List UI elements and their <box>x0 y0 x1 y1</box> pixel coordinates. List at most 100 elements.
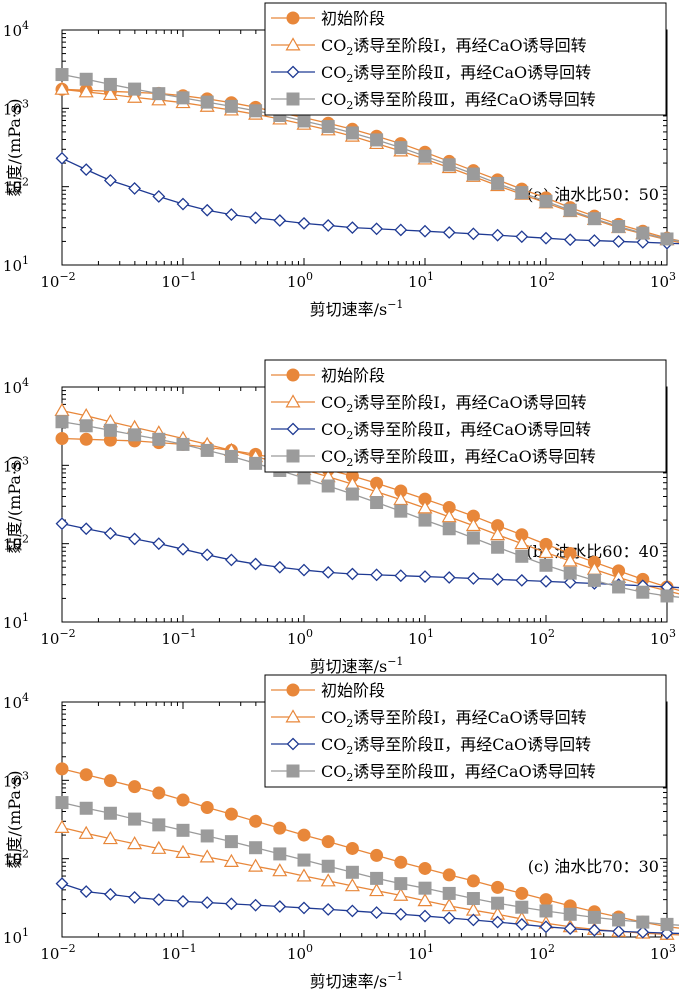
data-point <box>55 877 69 891</box>
data-point <box>152 893 166 907</box>
data-point <box>79 419 93 433</box>
y-tick-label: 103 <box>3 97 29 118</box>
data-point <box>321 859 335 873</box>
data-point <box>418 909 432 923</box>
legend-marker <box>286 65 300 79</box>
x-tick-label: 10−2 <box>40 942 75 963</box>
data-point <box>345 841 359 855</box>
legend-marker <box>286 449 300 463</box>
panel-annotation: (a) 油水比50：50 <box>527 185 659 204</box>
data-point <box>466 167 480 181</box>
data-point <box>538 544 554 559</box>
data-point <box>103 77 117 91</box>
legend-marker <box>286 764 300 778</box>
data-point <box>127 836 143 850</box>
data-point <box>249 814 263 828</box>
data-point <box>321 565 335 579</box>
x-tick-label: 100 <box>287 270 313 291</box>
data-point <box>418 570 432 584</box>
legend-marker <box>286 737 300 751</box>
data-point <box>612 924 626 938</box>
data-point <box>79 801 93 815</box>
data-point <box>587 910 601 924</box>
x-tick-label: 10−1 <box>161 270 196 291</box>
data-point <box>466 531 480 545</box>
data-point <box>176 197 190 211</box>
data-point <box>102 86 118 101</box>
data-point <box>515 917 529 931</box>
data-point <box>394 569 408 583</box>
panel-annotation: (b) 油水比60：40 <box>526 542 659 561</box>
data-point <box>200 443 214 457</box>
y-axis-label: 黏度/(mPa·s) <box>5 771 24 869</box>
data-point <box>224 208 238 222</box>
chart-panel-c: 10−2 10−1 100 101 102 103 101 102 103 104 剪切速率/s−1… <box>3 674 679 991</box>
data-point <box>78 825 94 839</box>
data-point <box>79 163 93 177</box>
data-point <box>612 235 626 248</box>
data-point <box>128 812 142 826</box>
legend-marker <box>286 683 300 697</box>
legend-label: 初始阶段 <box>321 681 385 700</box>
data-point <box>200 95 214 109</box>
data-point <box>128 428 142 442</box>
x-tick-label: 100 <box>287 627 313 648</box>
y-tick-label: 102 <box>3 848 29 869</box>
data-point <box>321 120 335 134</box>
data-point <box>128 891 142 904</box>
data-point <box>539 920 553 934</box>
data-point <box>491 896 505 910</box>
data-point <box>515 573 529 587</box>
data-point <box>345 904 359 918</box>
data-point <box>249 104 263 118</box>
data-point <box>152 786 166 800</box>
data-point <box>370 133 384 147</box>
data-point <box>297 216 311 230</box>
data-point <box>176 894 190 908</box>
data-point <box>370 568 384 582</box>
y-tick-label: 104 <box>3 376 29 397</box>
data-point <box>563 576 577 589</box>
data-point <box>418 861 432 875</box>
data-point <box>370 848 384 862</box>
data-point <box>563 907 577 921</box>
data-point <box>55 432 69 446</box>
y-tick-label: 104 <box>3 19 29 40</box>
data-point <box>297 828 311 842</box>
data-point <box>151 840 167 854</box>
data-point <box>563 203 577 217</box>
data-point <box>223 853 239 867</box>
chart-panel-b: 10−2 10−1 100 101 102 103 101 102 103 104 剪切速率/s−1… <box>3 359 679 676</box>
y-axis-label: 黏度/(mPa·s) <box>5 99 24 197</box>
data-point <box>612 580 626 594</box>
data-point <box>55 517 69 531</box>
series-stage3 <box>55 68 679 246</box>
x-tick-label: 10−1 <box>161 627 196 648</box>
y-tick-label: 103 <box>3 454 29 475</box>
data-point <box>491 880 505 894</box>
data-point <box>491 915 505 929</box>
data-point <box>103 806 117 820</box>
legend-box <box>264 674 667 788</box>
data-point <box>297 471 311 485</box>
data-point <box>563 233 577 247</box>
data-point <box>636 585 650 599</box>
data-point <box>491 540 505 554</box>
data-point <box>321 219 335 232</box>
data-point <box>248 858 264 872</box>
legend-label: CO2诱导至阶段Ⅱ，再经CaO诱导回转 <box>321 420 591 442</box>
data-point <box>394 855 408 869</box>
data-point <box>515 886 529 900</box>
data-point <box>127 89 143 103</box>
legend-marker <box>285 709 301 723</box>
data-point <box>54 819 70 833</box>
data-point <box>297 901 311 915</box>
legend-label: CO2诱导至阶段Ⅱ，再经CaO诱导回转 <box>321 63 591 85</box>
x-tick-label: 103 <box>650 270 676 291</box>
data-point <box>539 558 553 572</box>
data-point <box>418 149 432 163</box>
series-initial <box>55 762 679 934</box>
data-point <box>79 768 93 782</box>
legend-box <box>264 359 667 473</box>
data-point <box>103 887 117 901</box>
